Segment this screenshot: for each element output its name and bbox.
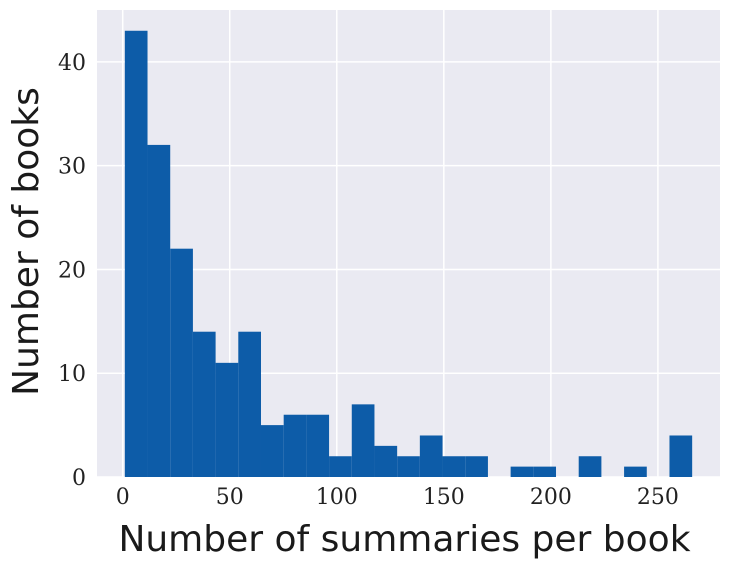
- y-axis-ticks: 0 10 20 30 40: [58, 51, 86, 491]
- histogram-bar-0: [125, 31, 148, 477]
- y-tick-label-0: 0: [72, 466, 86, 491]
- histogram-bar-3: [193, 332, 216, 477]
- histogram-bar-14: [443, 456, 466, 477]
- x-tick-label-2: 100: [316, 485, 358, 510]
- histogram-bar-17: [511, 467, 534, 477]
- x-tick-label-0: 0: [116, 485, 130, 510]
- y-tick-label-4: 40: [58, 51, 86, 76]
- y-axis-label: Number of books: [6, 87, 47, 396]
- histogram-bar-1: [148, 145, 171, 477]
- histogram-bar-2: [170, 249, 193, 477]
- histogram-bar-12: [397, 456, 420, 477]
- y-tick-label-2: 20: [58, 258, 86, 283]
- y-tick-label-3: 30: [58, 155, 86, 180]
- histogram-bar-5: [238, 332, 261, 477]
- histogram-bar-4: [216, 363, 239, 477]
- histogram-bar-9: [329, 456, 352, 477]
- histogram-bar-22: [624, 467, 647, 477]
- x-tick-label-1: 50: [216, 485, 244, 510]
- histogram-bar-18: [533, 467, 556, 477]
- histogram-bar-20: [579, 456, 602, 477]
- histogram-bar-8: [306, 415, 329, 477]
- x-axis-label: Number of summaries per book: [118, 519, 690, 560]
- x-tick-label-4: 200: [530, 485, 572, 510]
- x-axis-ticks: 0 50 100 150 200 250: [116, 485, 679, 510]
- histogram-bar-24: [669, 435, 692, 477]
- y-tick-label-1: 10: [58, 362, 86, 387]
- histogram-bar-15: [465, 456, 488, 477]
- histogram-bar-13: [420, 435, 443, 477]
- x-tick-label-5: 250: [637, 485, 679, 510]
- histogram-bar-11: [374, 446, 397, 477]
- x-tick-label-3: 150: [423, 485, 465, 510]
- histogram-bar-7: [284, 415, 307, 477]
- histogram-bar-10: [352, 404, 375, 477]
- histogram-bar-6: [261, 425, 284, 477]
